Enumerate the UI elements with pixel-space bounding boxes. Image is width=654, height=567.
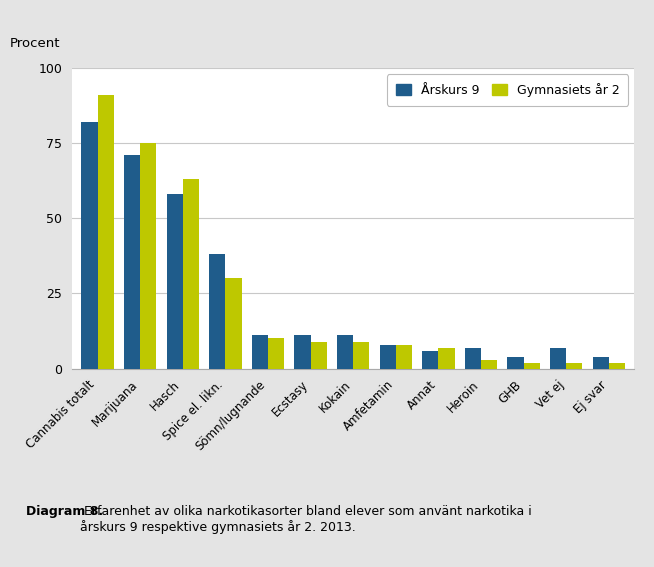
Bar <box>252 336 268 369</box>
Bar <box>140 143 156 369</box>
Text: Erfarenhet av olika narkotikasorter bland elever som använt narkotika i
årskurs : Erfarenhet av olika narkotikasorter blan… <box>80 505 532 534</box>
Bar <box>81 122 97 369</box>
Bar <box>379 345 396 369</box>
Bar <box>396 345 412 369</box>
Bar <box>593 357 609 369</box>
Bar <box>182 179 199 369</box>
Bar <box>311 341 327 369</box>
Bar <box>422 350 438 369</box>
Bar <box>438 348 455 369</box>
Bar <box>268 338 284 369</box>
Text: Diagram 8.: Diagram 8. <box>26 505 103 518</box>
Bar <box>167 194 182 369</box>
Bar <box>566 362 583 369</box>
Bar <box>508 357 524 369</box>
Bar <box>353 341 370 369</box>
Bar <box>481 359 497 369</box>
Bar <box>609 362 625 369</box>
Bar <box>337 336 353 369</box>
Bar <box>209 255 226 369</box>
Bar <box>97 95 114 369</box>
Bar <box>294 336 311 369</box>
Bar <box>465 348 481 369</box>
Bar <box>524 362 540 369</box>
Bar <box>124 155 140 369</box>
Bar <box>550 348 566 369</box>
Legend: Årskurs 9, Gymnasiets år 2: Årskurs 9, Gymnasiets år 2 <box>387 74 628 106</box>
Text: Procent: Procent <box>10 37 61 50</box>
Bar <box>226 278 241 369</box>
